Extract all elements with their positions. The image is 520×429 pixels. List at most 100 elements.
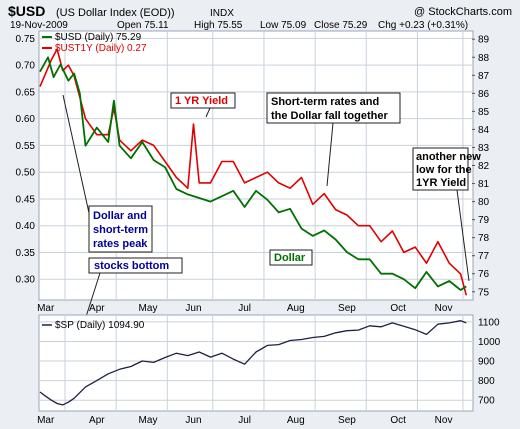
annotation-short-term-line-2: the Dollar fall together	[271, 110, 388, 122]
right-axis-tick-label: 85	[478, 107, 490, 118]
lower-right-axis: 700 800 900 1000 1100	[478, 317, 501, 406]
annotation-dollar-label-text: Dollar	[274, 252, 306, 264]
chart-title-symbol: $USD	[8, 3, 45, 19]
month-label-lower: Nov	[435, 415, 453, 426]
right-axis-tick-label: 79	[478, 215, 490, 226]
header-open: Open 75.11	[117, 20, 169, 31]
month-label: Jun	[185, 303, 201, 314]
lower-axis-tick-label: 800	[478, 376, 495, 387]
annotation-dollar-peak-line-3: rates peak	[93, 238, 148, 250]
annotation-another-low-box	[412, 147, 469, 191]
month-label-lower: Apr	[89, 415, 105, 426]
month-labels-lower: Mar Apr May Jun Jul Aug Sep Oct Nov	[37, 415, 452, 426]
watermark: @ StockCharts.com	[414, 6, 512, 18]
month-label-lower: Mar	[37, 415, 55, 426]
annotation-one-yr-yield-pointer	[205, 107, 211, 118]
month-label: May	[139, 303, 158, 314]
annotation-stocks-bottom: stocks bottom	[88, 257, 183, 274]
annotation-dollar-peak-line-1: Dollar and	[93, 210, 147, 222]
annotation-short-term-pointer	[326, 122, 334, 187]
month-label: Mar	[37, 303, 55, 314]
month-label: Nov	[435, 303, 453, 314]
main-series-group	[39, 48, 468, 296]
header-low: Low 75.09	[260, 20, 307, 31]
legend-usd-label: $USD (Daily) 75.29	[55, 32, 142, 43]
series-ust1y-line	[39, 48, 468, 296]
annotation-dollar-peak-box	[88, 205, 153, 253]
annotation-another-low: another new low for the 1YR Yield	[412, 147, 481, 191]
lower-panel	[38, 314, 474, 412]
right-axis-tick-label: 86	[478, 89, 490, 100]
annotation-dollar-label-box	[269, 249, 313, 266]
lower-axis-tick-label: 700	[478, 396, 495, 407]
left-axis-tick-label: 0.75	[16, 34, 36, 45]
legend-ust1y-label: $UST1Y (Daily) 0.27	[55, 43, 147, 54]
month-label-lower: Jun	[185, 415, 201, 426]
annotation-short-term: Short-term rates and the Dollar fall tog…	[266, 92, 401, 124]
right-axis-tick-label: 87	[478, 71, 490, 82]
month-label: Sep	[338, 303, 356, 314]
main-panel	[38, 30, 474, 301]
right-axis-tick-label: 82	[478, 161, 490, 172]
month-label-lower: Aug	[287, 415, 305, 426]
right-axis-tick-label: 76	[478, 269, 490, 280]
annotation-dollar-peak-pointer	[62, 94, 90, 214]
month-label: Oct	[390, 303, 406, 314]
header-close: Close 75.29	[314, 20, 368, 31]
annotation-another-low-line-2: low for the	[416, 164, 472, 176]
left-axis-tick-label: 0.35	[16, 248, 36, 259]
annotation-stocks-bottom-box	[88, 257, 183, 274]
lower-axis-tick-label: 1000	[478, 337, 501, 348]
right-axis-tick-label: 84	[478, 125, 490, 136]
lower-axis-tick-label: 1100	[478, 317, 500, 328]
right-axis-tick-label: 75	[478, 287, 490, 298]
legend: $USD (Daily) 75.29 $UST1Y (Daily) 0.27	[42, 32, 147, 54]
month-label-lower: Oct	[390, 415, 406, 426]
month-label: Aug	[287, 303, 305, 314]
left-axis-tick-label: 0.40	[16, 221, 36, 232]
left-axis-tick-label: 0.30	[16, 275, 36, 286]
left-axis-tick-label: 0.65	[16, 87, 36, 98]
annotation-another-low-line-1: another new	[416, 151, 481, 163]
annotation-another-low-line-3: 1YR Yield	[416, 177, 466, 189]
left-axis-tick-label: 0.50	[16, 168, 36, 179]
right-axis-tick-label: 81	[478, 179, 490, 190]
month-label-lower: May	[139, 415, 158, 426]
series-usd-line	[39, 56, 467, 291]
right-axis-tick-label: 89	[478, 35, 490, 46]
annotation-dollar-label: Dollar	[269, 249, 313, 266]
left-axis-tick-label: 0.70	[16, 61, 36, 72]
annotation-another-low-pointer	[456, 189, 470, 282]
month-label-lower: Sep	[338, 415, 356, 426]
series-sp-line	[39, 320, 467, 406]
annotation-one-yr-yield: 1 YR Yield	[170, 92, 236, 109]
right-axis-tick-label: 83	[478, 143, 490, 154]
right-axis-tick-label: 88	[478, 53, 490, 64]
left-axis-tick-label: 0.60	[16, 114, 36, 125]
left-axis-tick-label: 0.45	[16, 194, 36, 205]
right-axis-tick-label: 78	[478, 233, 490, 244]
month-labels-main: Mar Apr May Jun Jul Aug Sep Oct Nov	[37, 303, 452, 314]
annotation-stocks-bottom-text: stocks bottom	[94, 260, 169, 272]
header-date: 19-Nov-2009	[10, 20, 68, 31]
annotation-dollar-peak-line-2: short-term	[93, 224, 148, 236]
chart-title-exchange: INDX	[210, 8, 234, 19]
lower-axis-tick-label: 900	[478, 357, 495, 368]
left-axis: 0.30 0.35 0.40 0.45 0.50 0.55 0.60 0.65 0.70 0.75	[16, 34, 36, 286]
lower-grid	[40, 316, 472, 410]
annotation-short-term-line-1: Short-term rates and	[271, 96, 379, 108]
annotation-one-yr-yield-box	[170, 92, 236, 109]
header-high: High 75.55	[194, 20, 243, 31]
left-axis-tick-label: 0.55	[16, 141, 36, 152]
lower-series-group	[39, 320, 467, 406]
month-label-lower: Jul	[238, 415, 251, 426]
chart-title-name: (US Dollar Index (EOD))	[56, 7, 175, 19]
header-change: Chg +0.23 (+0.31%)	[378, 20, 468, 31]
right-axis-tick-label: 80	[478, 197, 490, 208]
month-label: Jul	[238, 303, 251, 314]
annotation-short-term-box	[266, 92, 401, 124]
sp-legend-label: $SP (Daily) 1094.90	[55, 320, 145, 331]
annotation-dollar-peak: Dollar and short-term rates peak	[88, 205, 153, 253]
annotation-one-yr-yield-text: 1 YR Yield	[175, 95, 228, 107]
